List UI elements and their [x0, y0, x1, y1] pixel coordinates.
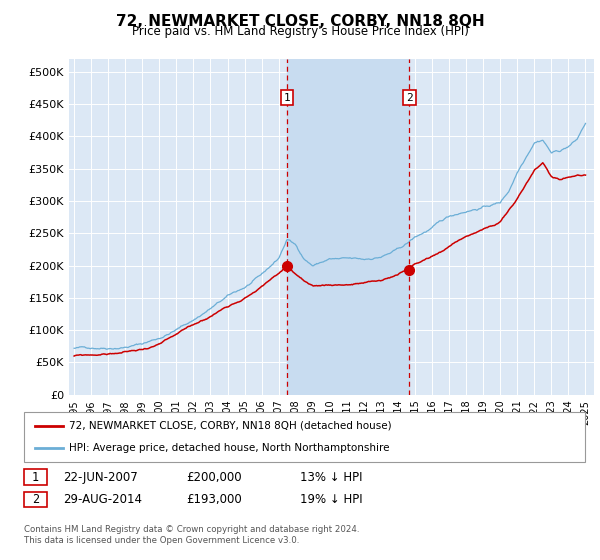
Text: Price paid vs. HM Land Registry's House Price Index (HPI): Price paid vs. HM Land Registry's House …: [131, 25, 469, 38]
Text: 2: 2: [406, 92, 413, 102]
Text: 72, NEWMARKET CLOSE, CORBY, NN18 8QH: 72, NEWMARKET CLOSE, CORBY, NN18 8QH: [116, 14, 484, 29]
Text: £193,000: £193,000: [186, 493, 242, 506]
Text: £200,000: £200,000: [186, 470, 242, 484]
Text: 22-JUN-2007: 22-JUN-2007: [63, 470, 138, 484]
Text: 1: 1: [283, 92, 290, 102]
Text: 2: 2: [32, 493, 39, 506]
Text: HPI: Average price, detached house, North Northamptonshire: HPI: Average price, detached house, Nort…: [69, 443, 389, 453]
Text: 19% ↓ HPI: 19% ↓ HPI: [300, 493, 362, 506]
Text: 1: 1: [32, 470, 39, 484]
Text: Contains HM Land Registry data © Crown copyright and database right 2024.
This d: Contains HM Land Registry data © Crown c…: [24, 525, 359, 545]
Text: 13% ↓ HPI: 13% ↓ HPI: [300, 470, 362, 484]
Bar: [287, 59, 409, 395]
Text: 29-AUG-2014: 29-AUG-2014: [63, 493, 142, 506]
Text: 72, NEWMARKET CLOSE, CORBY, NN18 8QH (detached house): 72, NEWMARKET CLOSE, CORBY, NN18 8QH (de…: [69, 421, 392, 431]
